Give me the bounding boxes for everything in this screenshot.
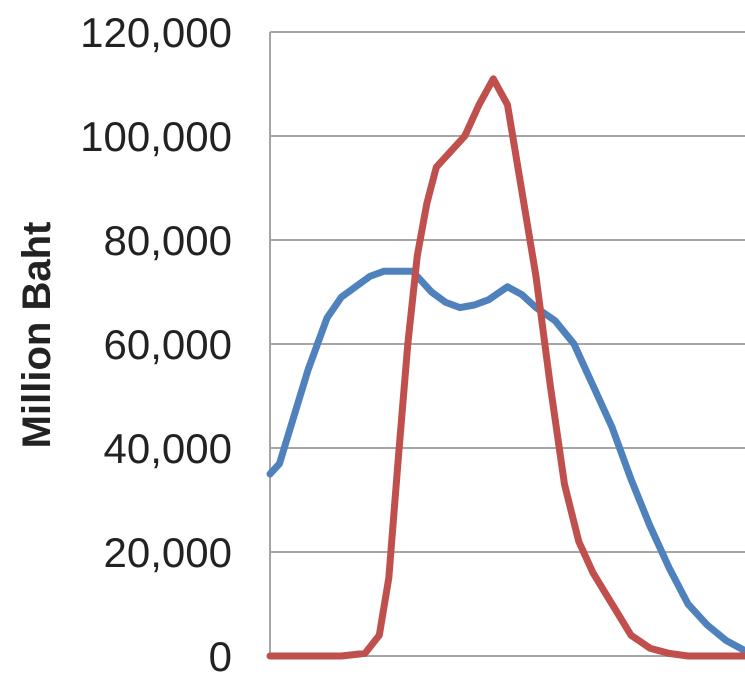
series-line-red [266,75,745,660]
y-tick-label: 40,000 [104,425,232,472]
data-series [266,75,745,660]
series-line-blue [266,267,745,655]
y-tick-label: 60,000 [104,321,232,368]
y-tick-label: 20,000 [104,529,232,576]
y-axis-tick-labels: 0 20,000 40,000 60,000 80,000 100,000 120,000 [80,9,232,678]
y-tick-label: 100,000 [80,113,232,160]
y-tick-label: 120,000 [80,9,232,56]
y-tick-label: 80,000 [104,217,232,264]
y-axis-title: Million Baht [15,222,59,449]
y-tick-label: 0 [209,633,232,678]
